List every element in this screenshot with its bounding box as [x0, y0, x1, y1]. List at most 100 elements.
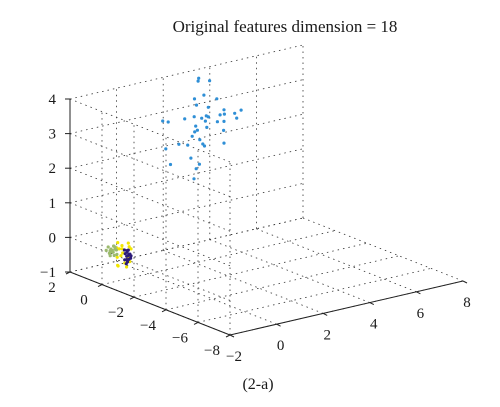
data-point-green [106, 245, 110, 249]
grid-line [197, 268, 432, 323]
grid-line [116, 260, 277, 325]
y-tick-mark [97, 284, 103, 288]
data-point-blue [183, 117, 187, 121]
data-point-blue [186, 143, 190, 147]
grid-lines [69, 44, 464, 336]
data-point-blue [161, 119, 165, 123]
y-tick-mark [225, 334, 231, 338]
data-point-blue [202, 93, 206, 97]
data-point-navy [126, 254, 130, 258]
y-axis-line [69, 271, 231, 336]
data-point-green [111, 250, 115, 254]
data-point-blue [208, 79, 212, 83]
grid-line [69, 113, 304, 169]
data-point-blue [195, 128, 199, 132]
grid-line [163, 250, 324, 314]
data-point-green [104, 248, 108, 252]
data-point-blue [239, 108, 243, 112]
grid-line [69, 148, 304, 204]
grid-line [69, 133, 231, 197]
grid-line [69, 237, 231, 301]
data-point-yellow [116, 241, 120, 245]
data-point-blue [166, 120, 170, 124]
data-point-yellow [117, 247, 121, 251]
data-point-blue [218, 113, 222, 117]
data-point-blue [203, 119, 207, 123]
data-point-blue [222, 112, 226, 116]
data-point-navy [123, 258, 127, 262]
data-point-blue [200, 116, 204, 120]
x-tick-label: −2 [226, 349, 242, 365]
data-point-blue [206, 105, 210, 109]
data-point-blue [222, 108, 226, 112]
data-point-blue [222, 128, 226, 132]
data-point-blue [192, 115, 196, 119]
grid-line [69, 79, 304, 134]
grid-line [256, 228, 417, 293]
data-point-blue [194, 167, 198, 171]
z-tick-label: 3 [49, 127, 57, 143]
grid-line [165, 255, 400, 311]
data-point-yellow [127, 245, 131, 249]
data-point-yellow [126, 241, 130, 245]
data-point-blue [192, 97, 197, 101]
data-point-green [112, 244, 116, 248]
data-point-blue [189, 156, 193, 160]
data-point-yellow [120, 247, 124, 251]
data-point-yellow [125, 265, 129, 269]
figure-caption: (2-a) [242, 376, 273, 393]
data-point-yellow [129, 247, 133, 251]
data-point-green [108, 249, 112, 253]
y-tick-mark [129, 296, 135, 300]
grid-line [69, 44, 304, 100]
grid-line [69, 202, 231, 267]
x-tick-label: 8 [463, 295, 471, 311]
x-tick-mark [462, 280, 468, 284]
data-point-blue [197, 76, 201, 80]
data-point-yellow [119, 254, 123, 258]
data-point-blue [168, 162, 173, 167]
y-tick-mark [193, 321, 199, 325]
chart-title: Original features dimension = 18 [173, 17, 398, 36]
data-point-navy [124, 262, 128, 266]
x-tick-mark [369, 302, 375, 306]
grid-line [209, 239, 370, 303]
data-point-blue [222, 119, 226, 123]
data-point-green [108, 254, 112, 258]
data-point-blue [201, 142, 205, 146]
grid-line [69, 98, 231, 163]
data-point-blue [222, 141, 226, 145]
data-point-blue [235, 116, 239, 120]
x-tick-label: 0 [277, 338, 285, 354]
x-tick-mark [322, 312, 328, 316]
x-tick-label: 6 [417, 306, 425, 322]
data-points [104, 76, 243, 269]
x-axis-line [229, 280, 464, 336]
grid-line [69, 183, 304, 238]
y-tick-label: −2 [108, 305, 124, 321]
data-point-blue [215, 97, 219, 101]
data-point-blue [190, 134, 194, 138]
data-point-blue [215, 120, 219, 124]
data-point-blue [196, 79, 200, 83]
data-point-blue [204, 114, 208, 118]
grid-line [69, 217, 304, 273]
data-point-yellow [121, 251, 125, 255]
data-point-blue [233, 111, 237, 115]
data-point-navy [129, 254, 133, 258]
z-tick-label: −1 [40, 265, 56, 281]
x-tick-mark [416, 291, 421, 295]
z-tick-label: 4 [49, 92, 57, 108]
data-point-navy [122, 248, 126, 252]
data-point-blue [194, 124, 198, 128]
grid-line [101, 230, 336, 285]
z-tick-label: 0 [49, 230, 57, 246]
y-tick-mark [161, 309, 167, 313]
data-point-blue [192, 177, 196, 181]
grid-line [69, 217, 304, 273]
x-tick-mark [276, 323, 281, 327]
data-point-yellow [116, 263, 120, 267]
data-point-blue [198, 138, 202, 142]
z-tick-label: 1 [49, 196, 57, 212]
